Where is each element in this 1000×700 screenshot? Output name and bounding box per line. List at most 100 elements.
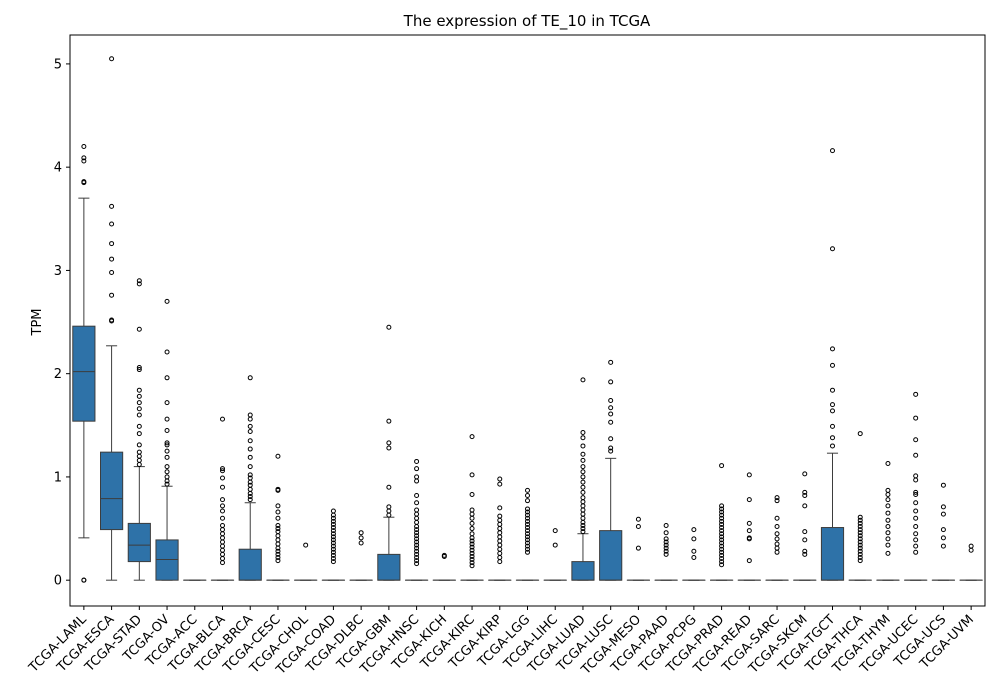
outlier-point: [414, 458, 420, 464]
outlier-point: [635, 516, 641, 522]
outlier-point: [136, 367, 142, 373]
outlier-point: [164, 427, 170, 433]
outlier-point: [469, 511, 475, 517]
outlier-point: [109, 203, 115, 209]
outlier-point: [857, 558, 863, 564]
outlier-point: [109, 269, 115, 275]
outlier-point: [275, 522, 281, 528]
plot-area: [72, 56, 983, 583]
outlier-point: [247, 423, 253, 429]
outlier-point: [164, 448, 170, 454]
outlier-point: [247, 428, 253, 434]
outlier-point: [774, 549, 780, 555]
outlier-point: [525, 515, 530, 521]
outlier-point: [691, 536, 697, 542]
outlier-point: [774, 515, 780, 521]
outlier-point: [275, 533, 281, 539]
outlier-point: [497, 542, 503, 548]
outlier-point: [608, 359, 614, 365]
outlier-point: [469, 560, 475, 566]
outlier-point: [164, 474, 170, 480]
box-tcga-laml: [72, 144, 96, 583]
outlier-point: [220, 539, 225, 545]
outlier-point: [525, 487, 530, 493]
outlier-point: [109, 256, 115, 262]
outlier-point: [414, 500, 420, 506]
box-tcga-cesc: [266, 453, 290, 581]
outlier-point: [580, 507, 586, 513]
outlier-point: [830, 435, 835, 441]
outlier-point: [220, 535, 225, 541]
chart-title: The expression of TE_10 in TCGA: [403, 12, 651, 31]
outlier-point: [220, 531, 225, 537]
box-tcga-lgg: [515, 487, 540, 581]
outlier-point: [220, 466, 225, 472]
outlier-point: [857, 520, 863, 526]
outlier-point: [719, 562, 725, 568]
outlier-point: [358, 540, 364, 546]
outlier-point: [774, 541, 780, 547]
outlier-point: [885, 491, 891, 497]
outlier-point: [525, 525, 530, 531]
outlier-point: [525, 549, 530, 555]
outlier-point: [109, 317, 115, 323]
outlier-point: [275, 554, 281, 560]
outlier-point: [414, 493, 420, 499]
box-tcga-read: [737, 472, 761, 581]
outlier-point: [719, 521, 725, 527]
outlier-point: [663, 551, 669, 557]
outlier-point: [913, 477, 919, 483]
y-tick-label: 2: [54, 367, 62, 382]
outlier-point: [414, 558, 420, 564]
outlier-point: [330, 528, 336, 534]
outlier-point: [497, 517, 503, 523]
outlier-point: [414, 539, 420, 545]
outlier-point: [330, 508, 336, 514]
outlier-point: [469, 520, 475, 526]
outlier-point: [330, 531, 336, 537]
outlier-point: [719, 531, 725, 537]
outlier-point: [691, 527, 697, 533]
outlier-point: [220, 560, 225, 566]
outlier-point: [81, 144, 87, 150]
outlier-point: [885, 542, 891, 548]
outlier-point: [164, 469, 170, 475]
outlier-point: [913, 500, 919, 506]
box-tcga-paad: [654, 522, 678, 581]
outlier-point: [220, 515, 225, 521]
outlier-point: [414, 533, 420, 539]
outlier-point: [414, 542, 420, 548]
outlier-point: [441, 552, 447, 558]
outlier-point: [580, 503, 586, 509]
box-tcga-skcm: [793, 471, 817, 581]
outlier-point: [940, 527, 946, 533]
outlier-point: [164, 349, 170, 355]
outlier-point: [109, 292, 115, 298]
outlier-point: [719, 503, 725, 509]
outlier-point: [164, 298, 170, 304]
outlier-point: [719, 525, 725, 531]
outlier-point: [913, 523, 919, 529]
outlier-point: [968, 543, 974, 549]
outlier-point: [691, 554, 697, 560]
outlier-point: [469, 526, 475, 532]
box-tcga-brca: [238, 375, 262, 581]
outlier-point: [857, 514, 863, 520]
outlier-point: [802, 503, 808, 509]
outlier-point: [608, 379, 614, 385]
outlier-point: [136, 412, 142, 418]
outlier-point: [580, 457, 586, 463]
outlier-point: [940, 535, 946, 541]
outlier-point: [857, 431, 863, 437]
outlier-point: [719, 534, 725, 540]
outlier-point: [885, 497, 891, 503]
outlier-point: [719, 556, 725, 562]
outlier-point: [330, 525, 336, 531]
outlier-point: [857, 542, 863, 548]
box-tcga-dlbc: [349, 530, 373, 581]
outlier-point: [386, 418, 392, 424]
outlier-point: [386, 512, 392, 518]
outlier-point: [220, 416, 225, 422]
outlier-point: [663, 548, 669, 554]
outlier-point: [857, 517, 863, 523]
